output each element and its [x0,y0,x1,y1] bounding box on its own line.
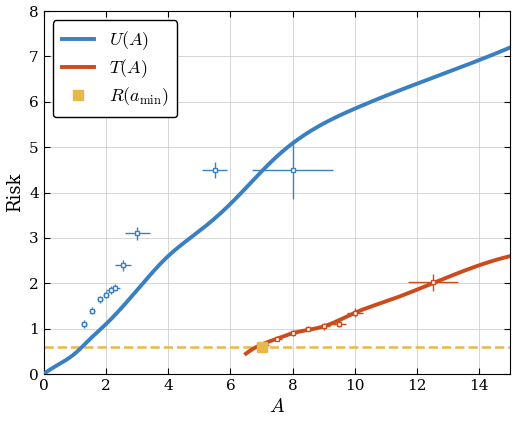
$U(A)$ [413,81,419,87]
$T(A)$ [435,279,441,284]
Line: $T(A)$: $T(A)$ [246,256,510,354]
$U(A)$ [41,371,47,376]
$U(A)$ [230,199,236,204]
Y-axis label: Risk: Risk [6,173,24,212]
$T(A)$ [507,254,513,259]
X-axis label: $A$: $A$ [269,398,285,417]
$U(A)$ [361,102,367,107]
$T(A)$ [275,336,281,341]
$U(A)$ [89,335,95,340]
$U(A)$ [405,85,411,90]
$T(A)$ [348,312,354,317]
Line: $U(A)$: $U(A)$ [44,47,510,374]
$T(A)$ [409,289,415,294]
$U(A)$ [507,45,513,50]
$T(A)$ [434,279,440,284]
$T(A)$ [243,351,249,356]
$T(A)$ [329,321,335,326]
$U(A)$ [246,181,252,187]
Legend: $U(A)$, $T(A)$, $R(a_{\mathrm{min}})$: $U(A)$, $T(A)$, $R(a_{\mathrm{min}})$ [53,20,178,117]
